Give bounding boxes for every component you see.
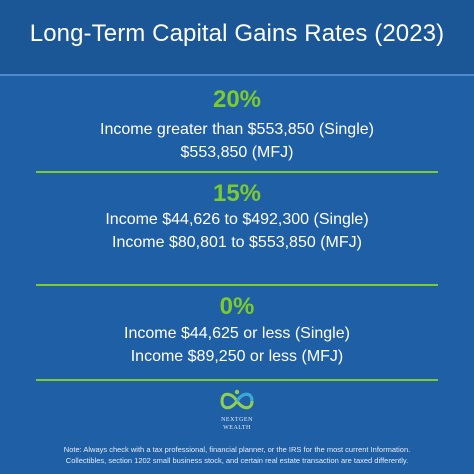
infinity-logo-icon [220, 389, 254, 410]
rate-15-label: 15% [212, 180, 262, 207]
rate-0-line-2: Income $89,250 or less (MFJ) [130, 348, 344, 365]
title-bar: Long-Term Capital Gains Rates (2023) [0, 0, 474, 76]
footer-note: Note: Always check with a tax profession… [0, 444, 474, 466]
logo-text-line-2: WEALTH [223, 425, 251, 431]
nextgen-wealth-logo: NEXTGEN WEALTH [212, 386, 262, 438]
rate-0-line-1: Income $44,625 or less (Single) [124, 325, 350, 342]
divider-2 [36, 284, 438, 286]
rate-20-line-2: $553,850 (MFJ) [180, 144, 294, 161]
rate-15-line-2: Income $80,801 to $553,850 (MFJ) [112, 234, 362, 251]
rate-0-label: 0% [219, 293, 255, 320]
page-title: Long-Term Capital Gains Rates (2023) [29, 20, 445, 47]
divider-1 [36, 171, 438, 173]
rate-20-label: 20% [212, 86, 262, 113]
logo-text-line-1: NEXTGEN [221, 417, 253, 423]
footer-note-line-2: Collectibles, section 1202 small busines… [65, 456, 409, 465]
rate-20-line-1: Income greater than $553,850 (Single) [100, 121, 374, 138]
divider-3 [36, 379, 438, 381]
footer-note-line-1: Note: Always check with a tax profession… [63, 445, 411, 454]
rate-15-line-1: Income $44,626 to $492,300 (Single) [105, 211, 369, 228]
